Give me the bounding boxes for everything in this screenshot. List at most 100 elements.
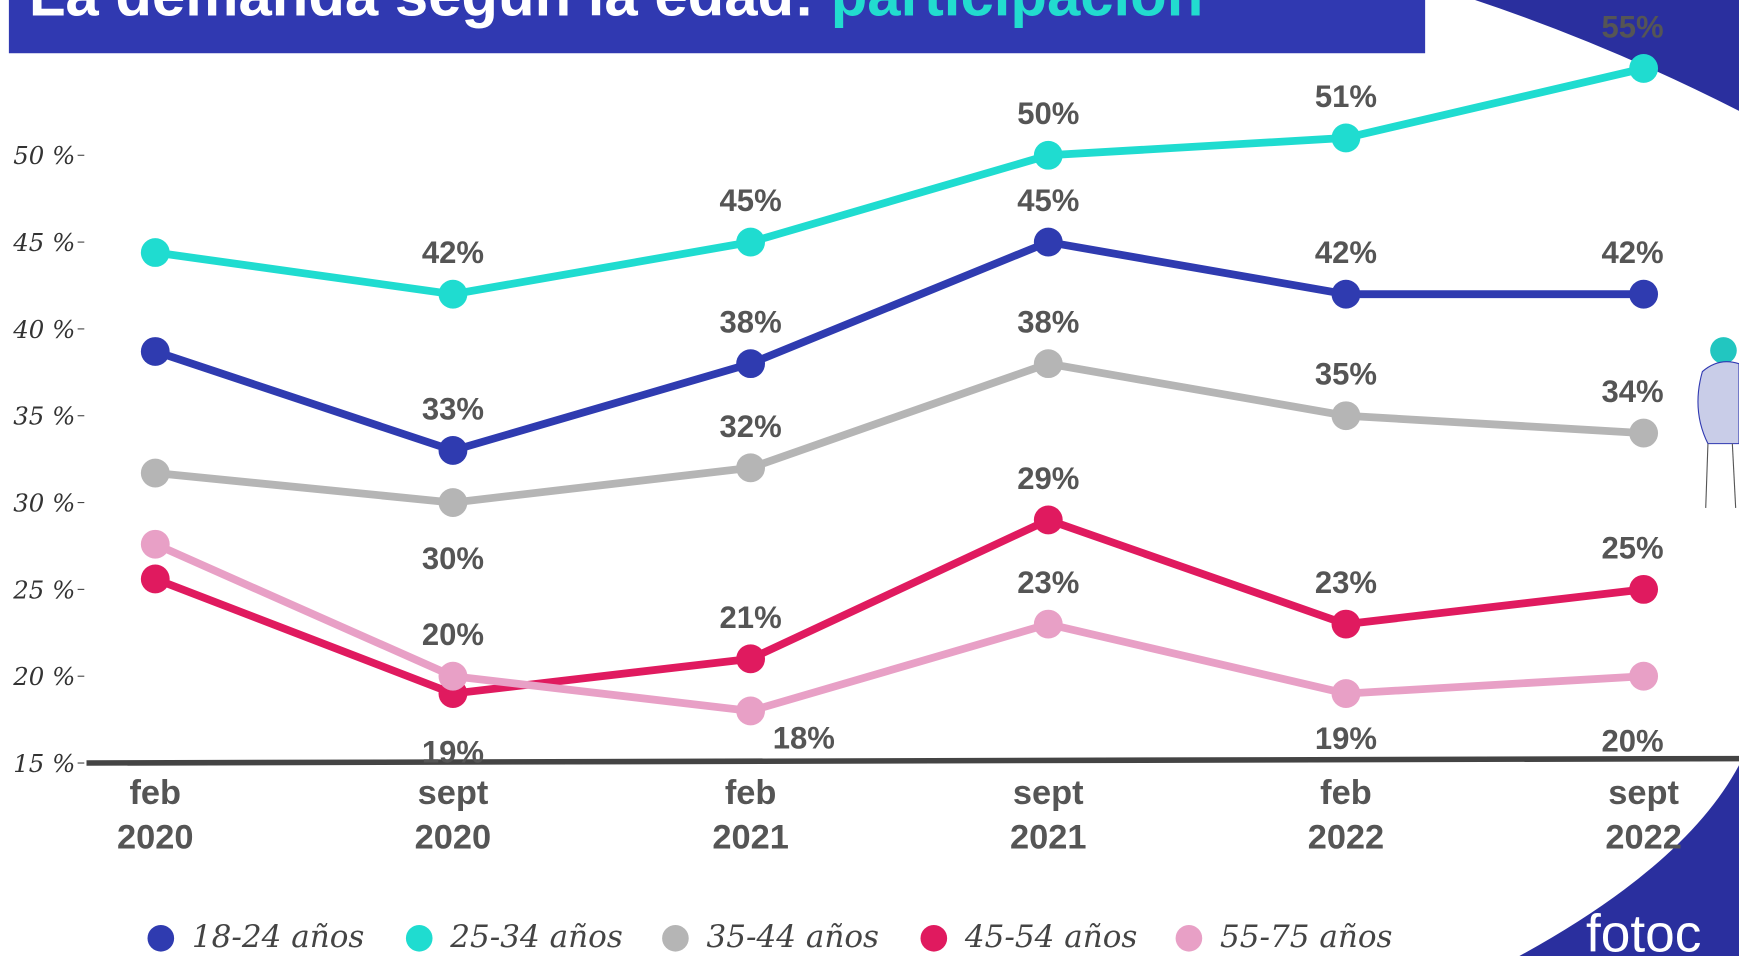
y-tick-label: 35 % <box>13 402 75 431</box>
data-point <box>1033 505 1063 535</box>
data-label: 25% <box>1601 530 1663 565</box>
corner-decoration <box>1475 0 1739 111</box>
corner-decoration <box>1519 765 1739 956</box>
data-point <box>1331 609 1361 639</box>
legend-swatch <box>662 924 689 952</box>
x-tick-box: feb 2022 <box>1307 773 1385 857</box>
data-point <box>1033 227 1063 257</box>
legend-swatch <box>1175 924 1203 952</box>
data-label: 30% <box>422 541 484 576</box>
data-label: 34% <box>1601 374 1663 409</box>
data-point <box>736 644 766 674</box>
x-tick-label: sept 2022 <box>1605 773 1682 857</box>
x-tick-label: feb 2022 <box>1307 773 1385 857</box>
data-point <box>736 696 766 726</box>
data-label: 29% <box>1017 461 1079 496</box>
data-label: 19% <box>1315 721 1377 756</box>
data-label: 45% <box>1017 183 1079 218</box>
y-tick-label: 30 % <box>13 488 75 517</box>
data-point <box>1629 418 1659 448</box>
data-label: 42% <box>422 235 484 270</box>
title-highlight: participación <box>831 0 1204 29</box>
x-tick-box: sept 2021 <box>1010 773 1087 857</box>
legend-swatch <box>147 924 175 952</box>
data-label: 33% <box>422 391 484 426</box>
data-label: 42% <box>1315 235 1377 270</box>
x-tick-box: feb 2021 <box>712 773 789 857</box>
legend-label: 18-24 años <box>192 919 365 955</box>
y-tick-label: 25 % <box>12 575 75 604</box>
x-tick-label: feb 2021 <box>712 773 789 857</box>
data-point <box>1331 679 1361 708</box>
title-text: La demanda según la edad: <box>29 0 814 29</box>
data-point <box>140 458 170 488</box>
data-point <box>1331 123 1361 153</box>
data-point <box>736 227 766 257</box>
legend-swatch <box>920 924 948 952</box>
x-tick-label: feb 2020 <box>117 773 194 857</box>
legend-label: 35-44 años <box>706 919 879 955</box>
data-point <box>1033 349 1063 379</box>
x-tick-box: sept 2022 <box>1605 773 1682 857</box>
data-point <box>1033 609 1063 639</box>
title-box <box>8 0 1426 54</box>
data-label: 38% <box>720 305 782 340</box>
data-point <box>438 436 468 465</box>
data-point <box>1331 401 1361 431</box>
x-axis <box>86 755 1739 766</box>
data-point <box>1629 54 1659 83</box>
data-point <box>438 661 468 691</box>
data-label: 50% <box>1017 96 1079 131</box>
data-point <box>736 453 766 483</box>
data-label: 51% <box>1315 79 1377 114</box>
data-label: 42% <box>1601 235 1663 270</box>
data-point <box>438 279 468 309</box>
series-line <box>153 515 1645 698</box>
series-line <box>154 64 1645 299</box>
data-label: 32% <box>720 409 782 444</box>
data-label: 23% <box>1017 565 1079 600</box>
y-tick-label: 45 % <box>12 228 75 257</box>
data-label: 38% <box>1017 305 1079 340</box>
data-label: 20% <box>1601 724 1663 759</box>
data-point <box>438 488 468 517</box>
data-point <box>736 349 766 379</box>
series-line <box>154 359 1644 507</box>
illustration <box>1697 337 1739 508</box>
data-point <box>1629 279 1659 309</box>
data-point <box>140 564 170 594</box>
series-line <box>154 238 1644 455</box>
x-tick-box: feb 2020 <box>117 773 194 857</box>
data-point <box>140 238 170 267</box>
data-label: 18% <box>773 721 835 756</box>
x-tick-label: sept 2021 <box>1010 773 1087 857</box>
data-label: 35% <box>1315 357 1377 392</box>
legend-label: 55-75 años <box>1220 919 1393 955</box>
series-line <box>153 540 1644 715</box>
data-point <box>1629 661 1659 691</box>
data-label: 20% <box>422 617 484 652</box>
data-point <box>1331 279 1361 309</box>
data-label: 19% <box>422 734 484 769</box>
y-tick-label: 20 % <box>12 662 75 691</box>
y-tick-label: 40 % <box>12 315 75 344</box>
logo: fotoc <box>1586 905 1701 956</box>
data-point <box>140 529 170 559</box>
data-label: 45% <box>720 183 782 218</box>
legend-swatch <box>405 924 433 952</box>
data-label: 21% <box>720 600 782 635</box>
legend-label: 25-34 años <box>449 919 623 955</box>
data-point <box>140 337 170 366</box>
y-tick-label: 50 % <box>13 141 75 170</box>
data-label: 55% <box>1601 9 1663 44</box>
data-point <box>1629 574 1659 604</box>
x-tick-label: sept 2020 <box>414 773 492 857</box>
data-label: 23% <box>1315 565 1377 600</box>
legend-label: 45-54 años <box>964 919 1138 955</box>
chart-title: La demanda según la edad: participación <box>29 0 1203 29</box>
x-tick-box: sept 2020 <box>414 773 492 857</box>
data-point <box>1033 140 1063 170</box>
y-tick-label: 15 % <box>13 749 75 778</box>
